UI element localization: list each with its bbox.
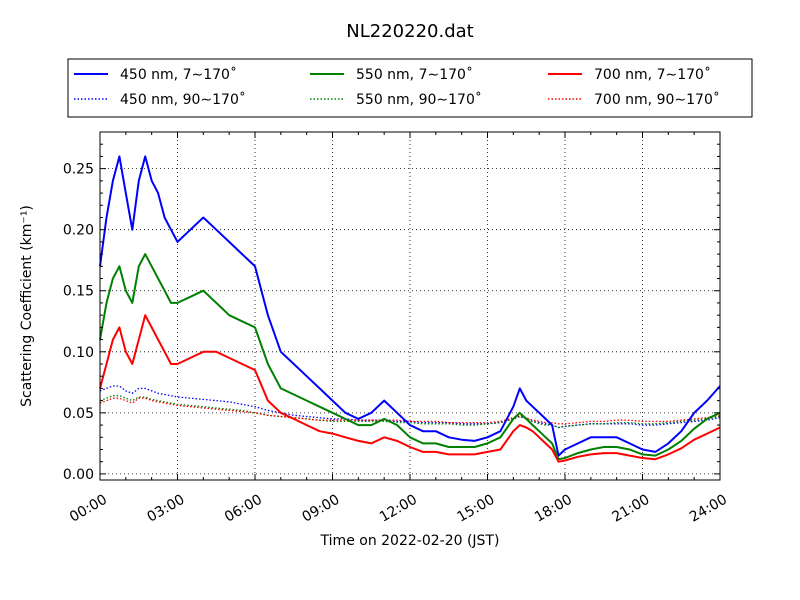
axis-ticks bbox=[99, 132, 721, 480]
y-tick-label: 0.15 bbox=[63, 284, 94, 300]
legend-label: 550 nm, 7∼170˚ bbox=[356, 66, 473, 83]
x-tick-label: 12:00 bbox=[377, 492, 420, 526]
x-tick-labels: 00:00 03:00 06:00 09:00 12:00 15:00 18:00 21:00… bbox=[67, 492, 730, 526]
x-tick-label: 18:00 bbox=[532, 492, 575, 526]
series-line-4 bbox=[99, 314, 721, 463]
y-tick-label: 0.05 bbox=[63, 406, 94, 422]
y-axis-label: Scattering Coefficient (km⁻¹) bbox=[19, 205, 35, 407]
y-tick-label: 0.20 bbox=[63, 223, 94, 239]
legend-label: 450 nm, 7∼170˚ bbox=[120, 66, 237, 83]
legend-label: 700 nm, 7∼170˚ bbox=[594, 66, 711, 83]
y-tick-label: 0.10 bbox=[63, 345, 94, 361]
x-tick-label: 03:00 bbox=[145, 492, 188, 526]
legend-label: 700 nm, 90∼170˚ bbox=[594, 91, 720, 108]
series-layer bbox=[99, 155, 721, 463]
x-tick-label: 15:00 bbox=[455, 492, 498, 526]
x-tick-label: 21:00 bbox=[610, 492, 653, 526]
y-tick-label: 0.00 bbox=[63, 467, 94, 483]
x-tick-label: 24:00 bbox=[687, 492, 730, 526]
series-line-0 bbox=[99, 155, 721, 457]
grid bbox=[100, 132, 720, 480]
series-line-3 bbox=[99, 395, 721, 429]
legend-frame bbox=[67, 58, 753, 118]
x-tick-label: 09:00 bbox=[300, 492, 343, 526]
series-line-1 bbox=[99, 385, 721, 429]
legend: 450 nm, 7∼170˚ 450 nm, 90∼170˚ 550 nm, 7∼1… bbox=[67, 58, 753, 118]
x-tick-label: 06:00 bbox=[222, 492, 265, 526]
legend-label: 550 nm, 90∼170˚ bbox=[356, 91, 482, 108]
x-axis-label: Time on 2022-02-20 (JST) bbox=[320, 533, 500, 549]
series-line-5 bbox=[99, 397, 721, 425]
chart-title: NL220220.dat bbox=[346, 21, 473, 42]
legend-label: 450 nm, 90∼170˚ bbox=[120, 91, 246, 108]
y-tick-label: 0.25 bbox=[63, 162, 94, 178]
x-tick-label: 00:00 bbox=[67, 492, 110, 526]
series-line-2 bbox=[99, 253, 721, 461]
y-tick-labels: 0.00 0.05 0.10 0.15 0.20 0.25 bbox=[63, 162, 94, 483]
